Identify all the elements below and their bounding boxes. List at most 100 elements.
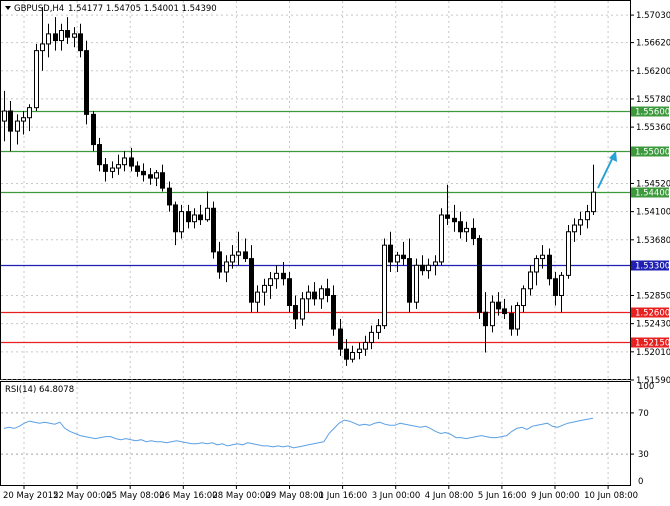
candle <box>458 211 463 239</box>
candle-body-bear <box>160 172 165 189</box>
candle-body-bear <box>344 348 349 360</box>
candle <box>338 318 343 356</box>
level-price-tag <box>631 187 669 198</box>
candle <box>528 265 533 296</box>
candle <box>129 147 134 172</box>
candle <box>167 181 172 212</box>
candle-body-bull <box>578 219 583 226</box>
candle <box>388 231 393 273</box>
candle <box>217 241 222 279</box>
candle <box>553 272 558 306</box>
candle-body-bear <box>325 288 330 296</box>
level-price-label: 1.53300 <box>635 262 670 272</box>
candle-body-bear <box>407 258 412 303</box>
candle-body-bull <box>382 244 387 327</box>
candle-body-bear <box>445 214 450 219</box>
candle-body-bear <box>141 170 146 176</box>
candle-body-bull <box>154 172 159 179</box>
candle-body-bull <box>110 167 115 172</box>
horizontal-levels[interactable]: 1.55600 1.55000 1.54400 1.53300 1.52600 1.521… <box>1 106 670 349</box>
candle-body-bear <box>186 211 191 223</box>
price-tick-label: 1.52430 <box>636 320 670 330</box>
candle-body-bear <box>458 221 463 233</box>
rsi-tick-label: 30 <box>638 450 649 460</box>
candle-body-bull <box>490 301 495 327</box>
candle-body-bull <box>300 298 305 320</box>
candle-body-bear <box>78 33 83 52</box>
candle-body-bull <box>255 291 260 303</box>
candle <box>21 111 26 135</box>
candle <box>2 90 7 142</box>
chart-header: GBPUSD,H4 1.54177 1.54705 1.54001 1.5439… <box>5 4 217 14</box>
price-tick-label: 1.55360 <box>636 123 670 133</box>
arrow-annotation <box>597 151 617 189</box>
candle-body-bull <box>395 254 400 263</box>
time-label: 29 May 08:00 <box>266 491 324 501</box>
candle <box>369 325 374 350</box>
candle-body-bear <box>477 237 482 313</box>
candle-body-bull <box>426 264 431 272</box>
price-tick-label: 1.56620 <box>636 39 670 49</box>
arrow-icon <box>597 154 615 189</box>
candle-body-bear <box>452 217 457 223</box>
dropdown-triangle-icon[interactable] <box>5 6 11 10</box>
level-price-tag <box>631 146 669 157</box>
candle-body-bull <box>363 341 368 350</box>
candle-body-bull <box>205 207 210 221</box>
candle-body-bear <box>547 254 552 280</box>
time-label: 28 May 00:00 <box>212 491 270 501</box>
candle <box>319 285 324 309</box>
candle <box>496 292 501 316</box>
candle <box>53 17 58 51</box>
candle-body-bull <box>376 325 381 333</box>
candle-body-bull <box>585 211 590 221</box>
candle-body-bull <box>15 120 20 132</box>
candle-body-bear <box>401 254 406 260</box>
candle <box>439 208 444 266</box>
candle-body-bear <box>84 50 89 115</box>
candle <box>420 255 425 276</box>
time-label: 26 May 16:00 <box>159 491 217 501</box>
time-label: 4 Jun 08:00 <box>425 491 474 501</box>
candle <box>426 258 431 279</box>
time-label: 10 Jun 08:00 <box>584 491 638 501</box>
price-tick-label: 1.54520 <box>636 179 670 189</box>
candle-body-bull <box>2 110 7 122</box>
candle <box>110 161 115 179</box>
candle <box>205 191 210 222</box>
candle <box>357 342 362 360</box>
candle-body-bull <box>230 254 235 263</box>
candle-body-bear <box>388 244 393 263</box>
candle <box>376 318 381 340</box>
candle-body-bear <box>135 165 140 172</box>
candle <box>452 204 457 232</box>
main-plot-frame <box>0 0 631 380</box>
candle <box>471 218 476 246</box>
candle <box>8 100 13 152</box>
candle <box>433 255 438 276</box>
candle <box>534 255 539 286</box>
candle <box>141 163 146 182</box>
candle-body-bull <box>439 214 444 263</box>
level-price-tag <box>631 260 669 271</box>
candle-body-bull <box>72 33 77 38</box>
level-price-label: 1.55600 <box>635 108 670 118</box>
candle <box>268 272 273 299</box>
candle-body-bear <box>420 264 425 272</box>
candle <box>312 282 317 306</box>
candle <box>414 258 419 309</box>
level-price-label: 1.52150 <box>635 339 670 349</box>
candle-body-bear <box>167 187 172 206</box>
rsi-title: RSI(14) 64.8078 <box>5 385 74 395</box>
candle-body-bull <box>521 288 526 307</box>
candle <box>78 23 83 58</box>
candle <box>211 201 216 259</box>
candle <box>173 201 178 246</box>
candle <box>566 225 571 279</box>
candle <box>382 238 387 330</box>
candle-body-bull <box>572 224 577 233</box>
candle-body-bull <box>46 33 51 45</box>
candle-body-bull <box>591 191 596 213</box>
